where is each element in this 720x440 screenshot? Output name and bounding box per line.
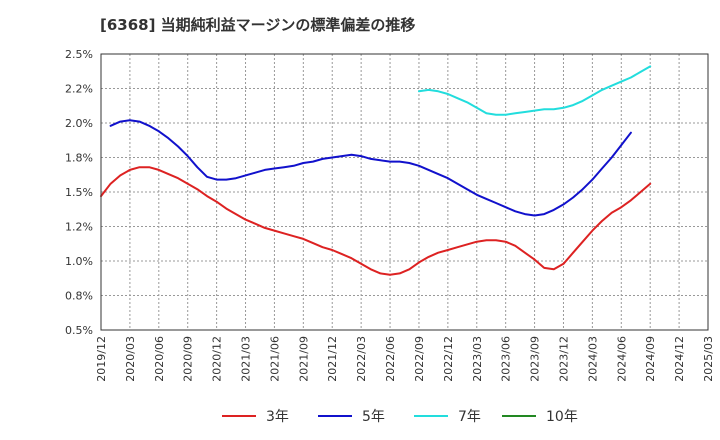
series-line-7年 [418,65,652,116]
y-tick-label: 0.5% [65,324,93,337]
y-tick-label: 2.0% [65,117,93,130]
plot-frame [100,53,709,331]
x-tick-label: 2023/12 [557,336,570,382]
y-tick-label: 2.2% [65,83,93,96]
legend-swatch [222,415,256,417]
legend-label: 3年 [266,409,289,425]
legend-item: 3年 [222,404,289,428]
x-tick-label: 2020/03 [124,336,137,382]
x-tick-label: 2025/03 [702,336,715,382]
legend-swatch [318,415,352,417]
x-tick-label: 2022/03 [355,336,368,382]
y-axis: 0.5% 0.8% 1.0% 1.2% 1.5% 1.8% 2.0% 2.2% 2.5% [65,48,93,337]
x-tick-label: 2020/12 [211,336,224,382]
legend-item: 5年 [318,404,385,428]
chart-title: [6368] 当期純利益マージンの標準偏差の推移 [100,16,416,34]
x-tick-label: 2024/12 [673,336,686,382]
x-tick-label: 2024/09 [644,336,657,382]
legend: 3年 5年 7年 10年 [0,404,720,428]
legend-label: 10年 [546,409,578,425]
legend-item: 10年 [502,404,578,428]
x-tick-label: 2024/03 [586,336,599,382]
series-layer [100,65,652,276]
plot-background [101,54,708,330]
x-axis: 2019/12 2020/03 2020/06 2020/09 2020/12 2021/… [95,336,715,382]
x-tick-label: 2022/12 [442,336,455,382]
x-tick-label: 2023/06 [500,336,513,382]
legend-swatch [414,415,448,417]
grid-layer [100,53,709,331]
legend-label: 7年 [458,409,481,425]
x-tick-label: 2024/06 [615,336,628,382]
y-tick-label: 0.8% [65,290,93,303]
x-tick-label: 2022/06 [384,336,397,382]
y-tick-label: 1.8% [65,152,93,165]
x-tick-label: 2022/09 [413,336,426,382]
y-tick-label: 1.2% [65,221,93,234]
x-tick-label: 2021/09 [297,336,310,382]
legend-item: 7年 [414,404,481,428]
x-tick-label: 2023/09 [529,336,542,382]
x-tick-label: 2023/03 [471,336,484,382]
y-tick-label: 1.0% [65,255,93,268]
legend-label: 5年 [362,409,385,425]
x-tick-label: 2021/12 [326,336,339,382]
plot-border [100,53,709,331]
series-line-3年 [100,166,652,276]
series-line-5年 [109,119,632,217]
x-tick-label: 2020/06 [153,336,166,382]
y-tick-label: 2.5% [65,48,93,61]
x-tick-label: 2020/09 [182,336,195,382]
x-tick-label: 2021/03 [240,336,253,382]
legend-swatch [502,415,536,417]
x-tick-label: 2021/06 [268,336,281,382]
x-tick-label: 2019/12 [95,336,108,382]
y-tick-label: 1.5% [65,186,93,199]
